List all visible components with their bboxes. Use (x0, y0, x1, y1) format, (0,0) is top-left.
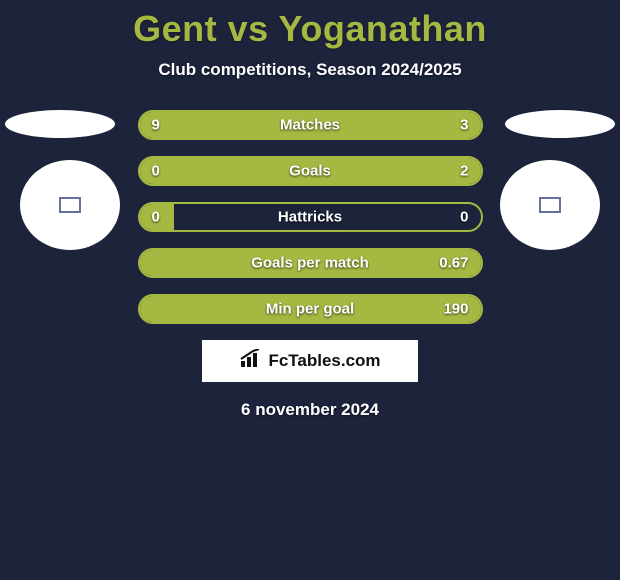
stat-row-matches: 9 Matches 3 (138, 110, 483, 140)
stat-value-left: 0 (152, 209, 160, 226)
stat-value-right: 0 (460, 209, 468, 226)
stat-label: Matches (280, 117, 340, 134)
left-team-crest-icon (59, 197, 81, 213)
compare-area: 9 Matches 3 0 Goals 2 0 Hattricks 0 Goal… (0, 110, 620, 324)
right-team-crest-icon (539, 197, 561, 213)
stat-label: Goals (289, 163, 331, 180)
chart-icon (239, 349, 263, 374)
page-subtitle: Club competitions, Season 2024/2025 (0, 60, 620, 80)
stat-value-right: 0.67 (439, 255, 468, 272)
left-team-crest-circle (20, 160, 120, 250)
stat-value-left: 0 (152, 163, 160, 180)
stat-value-right: 2 (460, 163, 468, 180)
stat-label: Goals per match (251, 255, 369, 272)
logo-text: FcTables.com (268, 351, 380, 371)
stat-label: Hattricks (278, 209, 342, 226)
stat-row-goals-per-match: Goals per match 0.67 (138, 248, 483, 278)
page-title: Gent vs Yoganathan (0, 0, 620, 50)
stat-row-goals: 0 Goals 2 (138, 156, 483, 186)
stat-value-right: 190 (443, 301, 468, 318)
stat-label: Min per goal (266, 301, 354, 318)
stat-value-right: 3 (460, 117, 468, 134)
stat-value-left: 9 (152, 117, 160, 134)
stat-bars: 9 Matches 3 0 Goals 2 0 Hattricks 0 Goal… (138, 110, 483, 324)
stat-row-min-per-goal: Min per goal 190 (138, 294, 483, 324)
stat-fill-left (140, 112, 386, 138)
date-text: 6 november 2024 (0, 400, 620, 420)
left-team-oval (5, 110, 115, 138)
stat-row-hattricks: 0 Hattricks 0 (138, 202, 483, 232)
right-team-crest-circle (500, 160, 600, 250)
fctables-logo: FcTables.com (202, 340, 418, 382)
right-team-oval (505, 110, 615, 138)
